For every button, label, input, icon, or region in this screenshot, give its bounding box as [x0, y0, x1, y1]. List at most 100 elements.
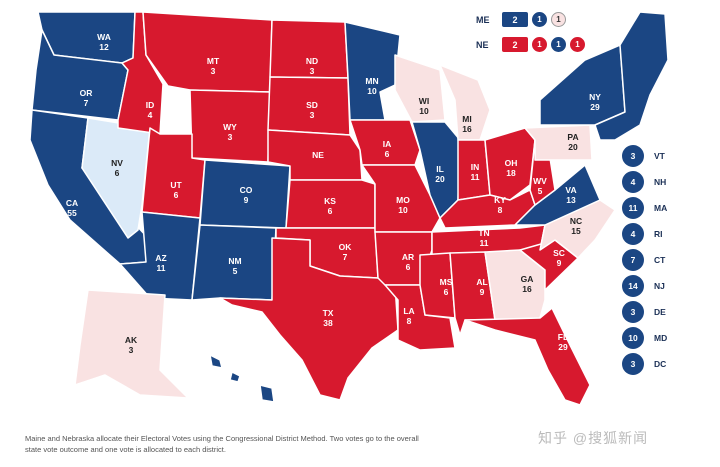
state-ny[interactable]	[539, 44, 626, 126]
state-ev-sc: 9	[557, 258, 562, 268]
state-label-ny: NY	[589, 92, 601, 102]
small-state-abbr: DC	[654, 359, 667, 369]
state-ev-az: 11	[157, 263, 166, 273]
state-label-mt: MT	[207, 56, 220, 66]
state-label-nd: ND	[306, 56, 318, 66]
state-ak[interactable]	[74, 289, 189, 399]
state-ev-wv: 5	[538, 186, 543, 196]
state-fl[interactable]	[464, 307, 591, 406]
state-ev-pa: 20	[568, 142, 578, 152]
state-ev-ar: 6	[406, 262, 411, 272]
small-state-row-dc[interactable]: 3 DC	[622, 351, 667, 377]
small-state-row-nh[interactable]: 4 NH	[622, 169, 667, 195]
state-label-ok: OK	[339, 242, 353, 252]
state-label-ms: MS	[440, 277, 453, 287]
state-ev-ny: 29	[590, 102, 600, 112]
small-state-ev-dot: 14	[622, 275, 644, 297]
small-state-abbr: CT	[654, 255, 666, 265]
state-ev-la: 8	[407, 316, 412, 326]
state-tx[interactable]	[219, 237, 399, 401]
state-label-oh: OH	[505, 158, 518, 168]
small-state-row-ma[interactable]: 11 MA	[622, 195, 667, 221]
small-state-ev-dot: 10	[622, 327, 644, 349]
state-ev-wy: 3	[228, 132, 233, 142]
state-label-hi: HI	[238, 382, 247, 392]
small-state-row-ri[interactable]: 4 RI	[622, 221, 667, 247]
small-state-abbr: NJ	[654, 281, 665, 291]
small-state-ev-dot: 11	[622, 197, 644, 219]
state-label-co: CO	[240, 185, 253, 195]
small-state-ev-dot: 3	[622, 301, 644, 323]
state-label-il: IL	[436, 164, 444, 174]
state-ev-nm: 5	[233, 266, 238, 276]
state-label-va: VA	[565, 185, 576, 195]
state-label-mi: MI	[462, 114, 471, 124]
state-label-nc: NC	[570, 216, 582, 226]
state-label-id: ID	[146, 100, 155, 110]
maine-district-1-dot: 1	[532, 12, 547, 27]
state-ev-ga: 16	[522, 284, 532, 294]
state-ev-ok: 7	[343, 252, 348, 262]
state-ev-ky: 8	[498, 205, 503, 215]
small-state-ev-dot: 4	[622, 223, 644, 245]
state-label-al: AL	[476, 277, 487, 287]
state-label-ga: GA	[521, 274, 534, 284]
state-label-ak: AK	[125, 335, 138, 345]
footnote: Maine and Nebraska allocate their Electo…	[25, 434, 419, 454]
state-ev-mn: 10	[367, 86, 377, 96]
state-ev-hi: 4	[240, 392, 245, 402]
state-ev-nv: 6	[115, 168, 120, 178]
small-state-abbr: DE	[654, 307, 666, 317]
state-ev-mi: 16	[462, 124, 472, 134]
state-label-wi: WI	[419, 96, 429, 106]
small-state-ev-dot: 3	[622, 353, 644, 375]
state-wi[interactable]	[394, 54, 446, 123]
state-mt[interactable]	[142, 11, 273, 93]
small-states-legend: 3 VT 4 NH 11 MA 4 RI 7 CT 14 NJ 3 DE 10 MD 3 DC	[622, 143, 667, 377]
state-ev-sd: 3	[310, 110, 315, 120]
state-ev-ca: 55	[67, 208, 77, 218]
state-label-tx: TX	[323, 308, 334, 318]
state-ev-al: 9	[480, 287, 485, 297]
state-pa[interactable]	[524, 124, 593, 161]
state-label-or: OR	[80, 88, 93, 98]
state-label-wy: WY	[223, 122, 237, 132]
state-mo[interactable]	[361, 164, 441, 233]
small-state-row-md[interactable]: 10 MD	[622, 325, 667, 351]
state-ev-mo: 10	[398, 205, 408, 215]
state-ev-mt: 3	[211, 66, 216, 76]
state-mn[interactable]	[344, 21, 401, 121]
state-label-ar: AR	[402, 252, 414, 262]
small-state-ev-dot: 3	[622, 145, 644, 167]
small-state-row-de[interactable]: 3 DE	[622, 299, 667, 325]
state-ne-region[interactable]	[594, 11, 669, 141]
nebraska-district-3-dot: 1	[570, 37, 585, 52]
state-label-ky: KY	[494, 195, 506, 205]
small-state-row-ct[interactable]: 7 CT	[622, 247, 667, 273]
nebraska-abbr: NE	[476, 39, 489, 50]
state-label-mn: MN	[365, 76, 378, 86]
state-label-sc: SC	[553, 248, 565, 258]
small-state-row-nj[interactable]: 14 NJ	[622, 273, 667, 299]
state-ev-wa: 12	[99, 42, 109, 52]
small-state-abbr: MD	[654, 333, 668, 343]
nebraska-total-box: 2	[502, 37, 528, 52]
state-label-sd: SD	[306, 100, 318, 110]
state-ev-va: 13	[566, 195, 576, 205]
state-ev-ms: 6	[444, 287, 449, 297]
state-ev-or: 7	[84, 98, 89, 108]
state-label-ut: UT	[170, 180, 182, 190]
state-label-ia: IA	[383, 139, 392, 149]
state-ev-oh: 18	[506, 168, 516, 178]
maine-abbr: ME	[476, 14, 490, 25]
state-ev-il: 20	[435, 174, 445, 184]
nebraska-district-1-dot: 1	[532, 37, 547, 52]
state-ms[interactable]	[419, 252, 456, 319]
state-label-tn: TN	[478, 228, 489, 238]
state-ev-in: 11	[471, 172, 480, 182]
small-state-row-vt[interactable]: 3 VT	[622, 143, 667, 169]
state-hi[interactable]	[209, 354, 275, 403]
state-label-ca: CA	[66, 198, 78, 208]
state-ev-co: 9	[244, 195, 249, 205]
